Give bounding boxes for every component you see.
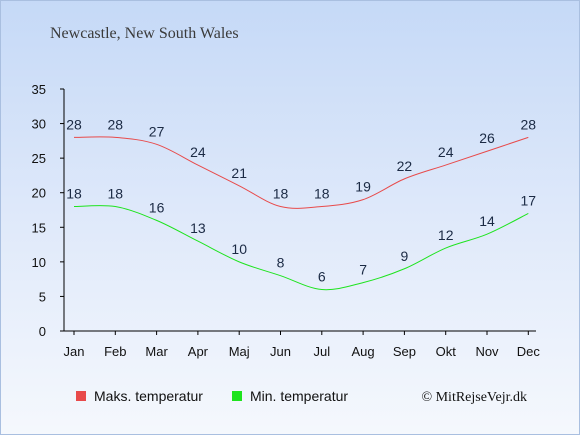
x-tick-label: Apr (188, 344, 209, 359)
min-data-label: 14 (479, 213, 495, 229)
max-data-label: 24 (438, 144, 454, 160)
min-data-label: 16 (149, 199, 165, 215)
y-tick-label: 35 (32, 82, 46, 97)
series-layer (73, 136, 529, 291)
min-data-label: 17 (521, 192, 537, 208)
x-tick-label: Mar (145, 344, 168, 359)
max-data-label: 28 (108, 116, 124, 132)
max-temp-line (73, 136, 529, 209)
x-tick-label: Sep (393, 344, 416, 359)
max-data-label: 28 (66, 116, 82, 132)
max-data-label: 22 (397, 158, 413, 174)
x-tick-label: Okt (436, 344, 457, 359)
min-data-label: 18 (66, 186, 82, 202)
max-data-label: 18 (273, 186, 289, 202)
y-tick-label: 25 (32, 151, 46, 166)
x-tick-label: Aug (352, 344, 375, 359)
max-data-label: 24 (190, 144, 206, 160)
legend-swatch-max (76, 391, 86, 401)
legend-swatch-min (232, 391, 242, 401)
data-labels: 28 28 27 24 21 18 18 19 22 24 26 28 18 18 16 13 10 8 6 7 9 12… (66, 116, 536, 284)
y-tick-label: 20 (32, 186, 46, 201)
y-tick-label: 10 (32, 255, 46, 270)
min-data-label: 6 (318, 269, 326, 285)
x-tick-label: Jan (64, 344, 85, 359)
axes: 0 5 10 15 20 25 30 35 Jan Feb Mar Apr Maj Jun Jul Aug Se… (32, 82, 541, 359)
legend-label-min: Min. temperatur (250, 388, 348, 404)
legend-label-max: Maks. temperatur (94, 388, 203, 404)
legend: Maks. temperatur Min. temperatur (76, 388, 348, 404)
max-data-label: 18 (314, 186, 330, 202)
x-tick-label: Maj (229, 344, 250, 359)
chart-title: Newcastle, New South Wales (50, 25, 239, 42)
min-data-label: 12 (438, 227, 454, 243)
y-tick-label: 30 (32, 117, 46, 132)
x-tick-label: Nov (475, 344, 499, 359)
max-data-label: 21 (231, 165, 247, 181)
min-data-label: 8 (277, 255, 285, 271)
y-tick-label: 0 (39, 324, 46, 339)
credit-text: © MitRejseVejr.dk (421, 390, 527, 405)
x-tick-label: Jul (313, 344, 330, 359)
max-data-label: 26 (479, 130, 495, 146)
min-data-label: 18 (108, 186, 124, 202)
min-data-label: 7 (359, 262, 367, 278)
x-tick-label: Feb (104, 344, 126, 359)
max-data-label: 27 (149, 123, 165, 139)
max-data-label: 19 (355, 179, 371, 195)
max-data-label: 28 (521, 116, 537, 132)
y-tick-label: 5 (39, 289, 46, 304)
min-data-label: 10 (231, 241, 247, 257)
min-temp-line (73, 205, 529, 291)
min-data-label: 9 (401, 248, 409, 264)
y-tick-label: 15 (32, 220, 46, 235)
x-tick-label: Dec (517, 344, 541, 359)
min-data-label: 13 (190, 220, 206, 236)
x-tick-label: Jun (270, 344, 291, 359)
